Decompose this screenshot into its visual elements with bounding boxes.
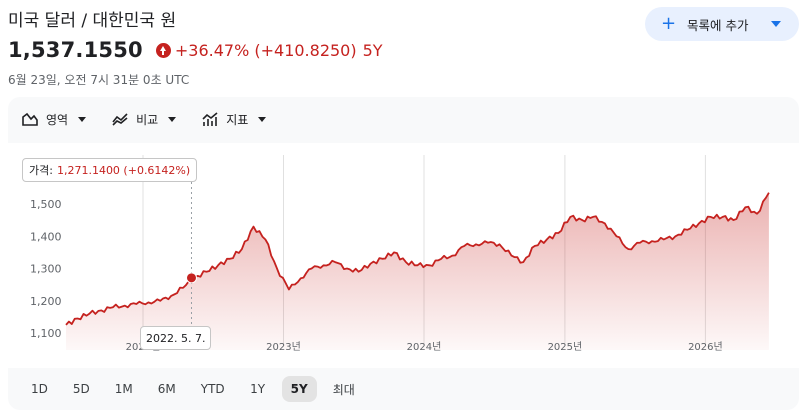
indicators-dropdown[interactable]: 지표 (202, 107, 267, 131)
page-title: 미국 달러 / 대한민국 원 (8, 11, 177, 31)
watchlist-button-label: 목록에 추가 (687, 17, 749, 33)
range-button-6m[interactable]: 6M (157, 382, 176, 396)
compare-label: 비교 (136, 112, 159, 127)
indicators-icon (202, 112, 218, 126)
chart-toolbar: 영역 비교 지표 (22, 107, 292, 131)
date-tooltip: 2022. 5. 7. (140, 326, 212, 350)
price-tooltip: 가격: 1,271.1400 (+0.6142%) (22, 158, 198, 182)
range-button-1y[interactable]: 1Y (250, 382, 266, 396)
current-price: 1,537.1550 (8, 38, 143, 62)
price-row: 1,537.1550 +36.47% (+410.8250) 5Y (8, 38, 383, 62)
add-to-watchlist-button[interactable]: + 목록에 추가 (645, 7, 799, 41)
tooltip-value: 1,271.1400 (+0.6142%) (56, 163, 191, 177)
area-chart-type-dropdown[interactable]: 영역 (22, 107, 87, 131)
timestamp: 6월 23일, 오전 7시 31분 0초 UTC (8, 73, 190, 87)
range-button-ytd[interactable]: YTD (200, 382, 225, 396)
tooltip-label: 가격: (29, 164, 53, 177)
change-period: 5Y (362, 40, 383, 60)
chevron-down-icon[interactable] (771, 21, 781, 27)
area-label: 영역 (46, 112, 69, 127)
range-button-5d[interactable]: 5D (72, 382, 90, 396)
plus-icon: + (661, 13, 677, 34)
chevron-down-icon (168, 116, 177, 122)
chevron-down-icon (258, 116, 267, 122)
chevron-down-icon (78, 116, 87, 122)
price-change: +36.47% (+410.8250) (174, 40, 357, 60)
range-button-최대[interactable]: 최대 (332, 382, 355, 397)
arrow-up-icon (155, 42, 171, 58)
indicators-label: 지표 (226, 112, 249, 127)
range-button-1m[interactable]: 1M (114, 382, 133, 396)
compare-icon (112, 113, 128, 126)
range-button-1d[interactable]: 1D (31, 382, 48, 396)
compare-dropdown[interactable]: 비교 (112, 107, 177, 131)
range-selector: 1D 5D 1M 6M YTD 1Y 5Y 최대 (22, 376, 371, 402)
range-button-5y[interactable]: 5Y (281, 376, 317, 402)
area-chart-icon (22, 112, 38, 126)
